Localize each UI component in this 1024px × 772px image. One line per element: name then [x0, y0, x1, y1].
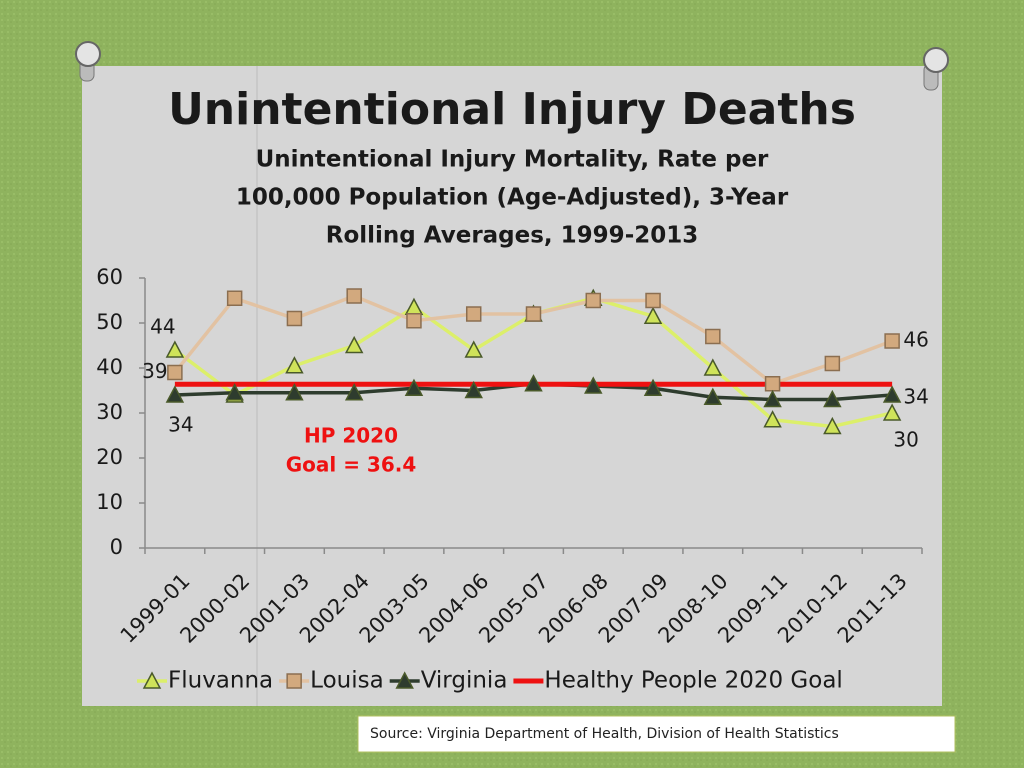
annotation: Goal = 36.4: [286, 453, 417, 477]
data-point: [165, 385, 185, 403]
subtitle: Unintentional Injury Mortality, Rate per: [256, 147, 769, 173]
data-point: [705, 328, 721, 345]
data-label: 30: [893, 428, 918, 452]
data-point: [882, 385, 902, 403]
data-label: 34: [903, 385, 928, 409]
data-point: [645, 292, 661, 309]
pushpin: [923, 47, 949, 91]
data-point: [763, 410, 782, 428]
data-point: [703, 358, 723, 376]
data-point: [823, 416, 842, 435]
y-tick-label: 20: [96, 445, 123, 469]
data-point: [585, 292, 602, 309]
data-point: [344, 335, 364, 354]
pushpin: [75, 41, 101, 82]
legend-label: Virginia: [421, 668, 508, 694]
y-tick-label: 10: [96, 490, 123, 514]
data-point: [465, 306, 482, 322]
data-point: [406, 313, 422, 329]
legend-marker: [142, 671, 162, 689]
data-point: [226, 290, 243, 306]
data-point: [404, 378, 424, 396]
data-point: [464, 340, 483, 358]
data-point: [165, 340, 185, 358]
data-point: [643, 306, 663, 324]
data-point: [764, 376, 781, 392]
data-point: [167, 364, 183, 381]
legend-label: Healthy People 2020 Goal: [544, 668, 842, 694]
y-tick-label: 50: [96, 310, 123, 334]
legend-label: Louisa: [310, 668, 384, 694]
source: Source: Virginia Department of Health, D…: [370, 726, 839, 742]
data-point: [884, 333, 900, 349]
data-point: [285, 383, 304, 401]
data-point: [823, 389, 842, 408]
data-point: [285, 356, 304, 374]
data-point: [525, 306, 542, 322]
legend-marker: [395, 671, 414, 689]
data-point: [882, 403, 902, 421]
data-point: [584, 376, 603, 394]
title: Unintentional Injury Deaths: [168, 84, 856, 135]
data-label: 44: [150, 315, 175, 339]
y-tick-label: 30: [96, 400, 123, 424]
y-tick-label: 0: [110, 535, 123, 559]
data-point: [464, 380, 483, 399]
y-tick-label: 40: [96, 355, 123, 379]
source-box: [357, 715, 956, 753]
annotation: HP 2020: [304, 424, 398, 448]
data-label: 34: [168, 413, 193, 437]
data-label: 46: [903, 328, 928, 352]
data-point: [643, 378, 663, 396]
data-point: [824, 355, 841, 372]
data-point: [286, 310, 303, 327]
legend-label: Fluvanna: [168, 668, 273, 694]
data-point: [344, 383, 364, 401]
data-point: [346, 288, 362, 304]
subtitle: 100,000 Population (Age-Adjusted), 3-Yea…: [236, 185, 789, 211]
data-point: [763, 389, 782, 408]
legend-marker: [286, 673, 302, 689]
data-point: [524, 374, 543, 392]
data-point: [225, 383, 244, 401]
data-label: 39: [142, 359, 167, 383]
data-point: [703, 387, 723, 405]
subtitle: Rolling Averages, 1999-2013: [326, 223, 699, 249]
y-tick-label: 60: [96, 265, 123, 289]
